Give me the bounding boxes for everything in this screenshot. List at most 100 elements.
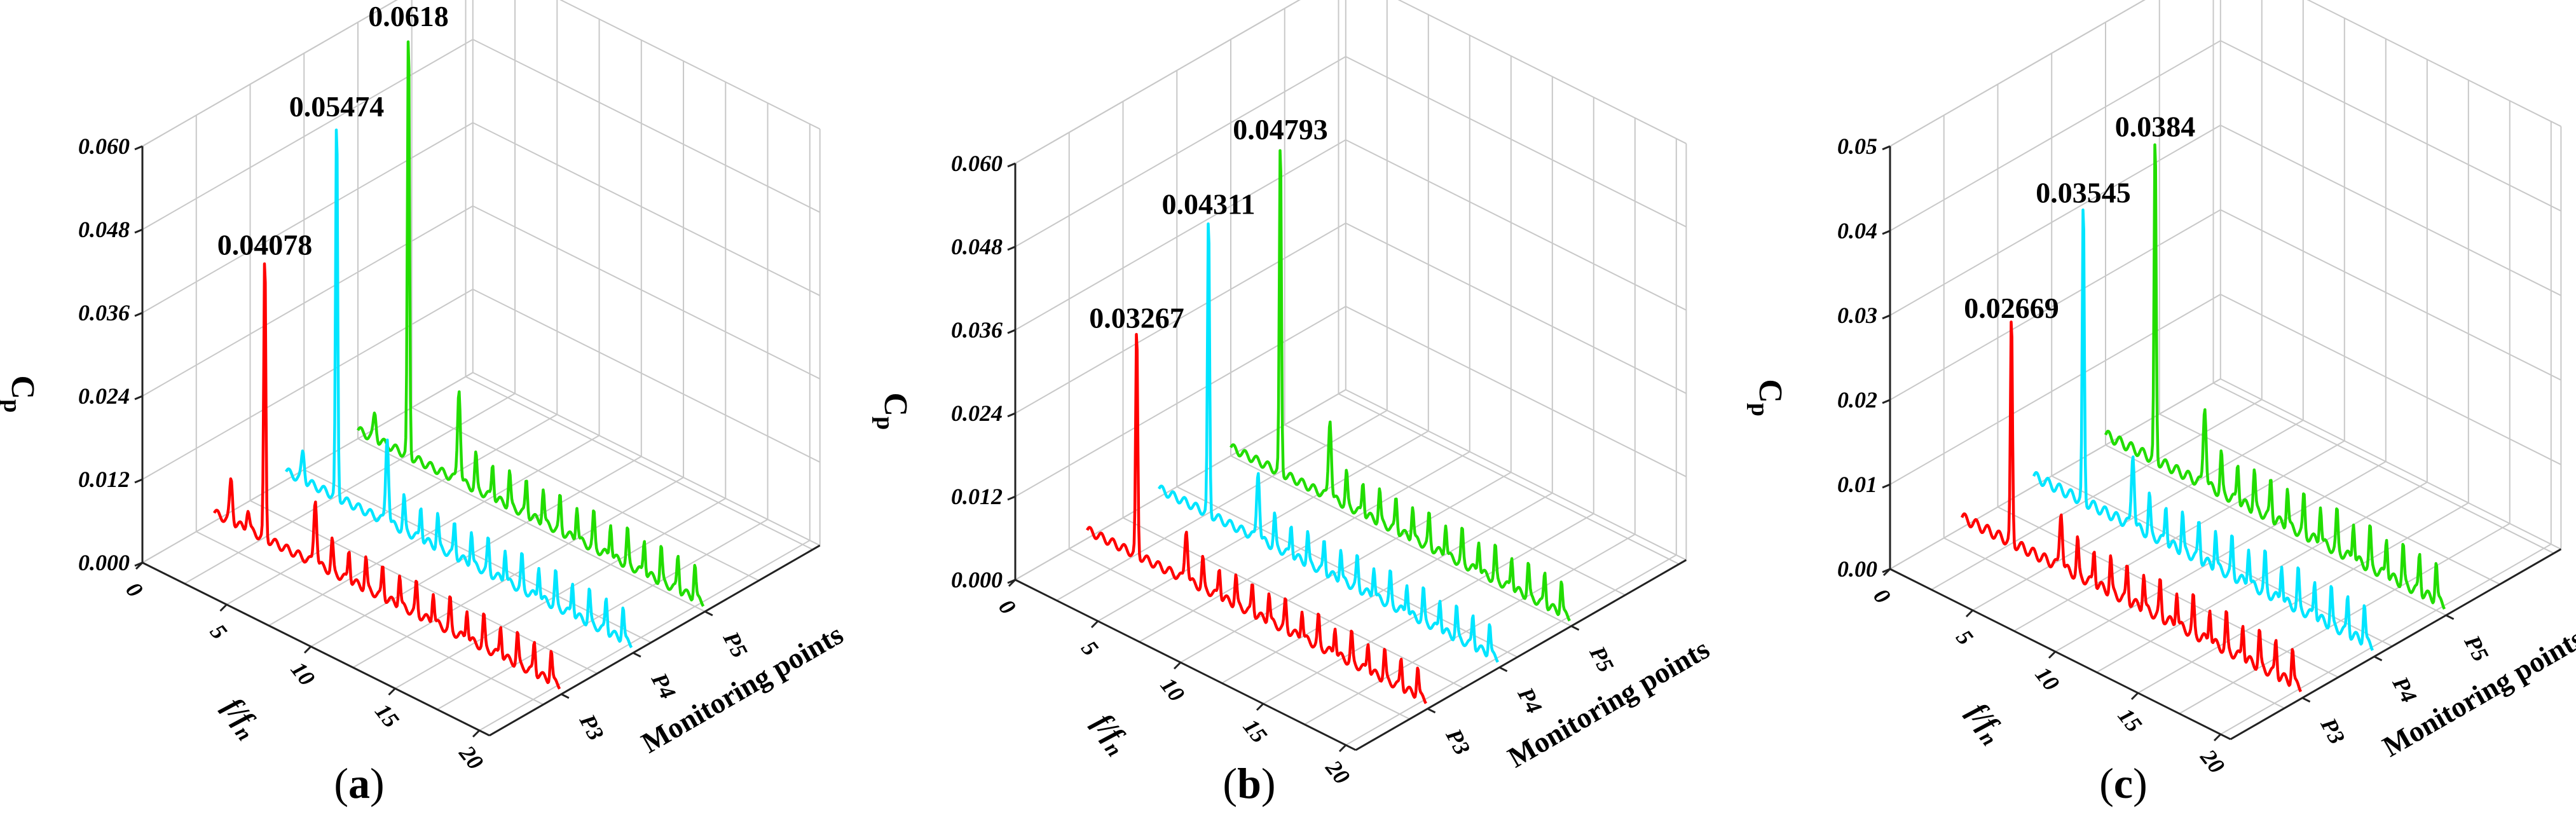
grid-line [1015, 223, 1346, 414]
grid-line [1284, 424, 1626, 596]
x-tick [1882, 568, 1891, 577]
y-tick [633, 652, 641, 658]
x-axis-title: f/fn [214, 691, 268, 745]
series-line-p4 [1158, 222, 1499, 663]
grid-line [2220, 378, 2561, 550]
series-line-p3 [1086, 332, 1427, 704]
x-tick-label: 15 [2113, 703, 2148, 737]
z-tick [1882, 483, 1891, 489]
z-tick-label: 0.03 [1837, 303, 1877, 328]
grid-line [472, 372, 821, 546]
panel-label: (b) [1223, 759, 1275, 807]
z-tick-label: 0.036 [78, 300, 130, 325]
x-tick [388, 687, 396, 696]
y-tick-label: P5 [718, 627, 753, 662]
z-tick-label: 0.04 [1837, 218, 1877, 243]
y-axis [1355, 559, 1687, 751]
x-tick [1965, 609, 1974, 618]
grid-line [472, 289, 821, 463]
series-line-p4 [2032, 208, 2374, 651]
grid-line [1015, 306, 1346, 497]
x-tick [1008, 579, 1017, 587]
grid-line [142, 205, 474, 397]
z-tick-label: 0.048 [78, 217, 130, 242]
grid-line [1338, 393, 1680, 565]
grid-line [2096, 481, 2428, 673]
grid-line [411, 407, 760, 582]
grid-line [1015, 389, 1346, 580]
grid-line [1015, 0, 1301, 164]
grid-line [1139, 451, 1470, 643]
axes: 0.00 0.01 0.02 0.03 0.04 0.05 0 5 10 15 20 P3 P4 P5 [1837, 134, 2562, 778]
grid-line [2306, 0, 2561, 127]
grid-line [142, 372, 474, 563]
y-tick [2301, 697, 2311, 703]
y-tick-label: P3 [2315, 713, 2350, 748]
y-tick [1498, 666, 1508, 673]
y-tick [2445, 614, 2455, 620]
panel-label-letter: c [2114, 759, 2133, 807]
grid-line [142, 0, 398, 147]
x-tick-label: 10 [1156, 673, 1190, 706]
grid-line [2220, 40, 2561, 212]
y-tick [1570, 625, 1580, 631]
grid-line [352, 477, 684, 668]
grid-line [1069, 548, 1410, 720]
z-axis-title: Cp [872, 393, 914, 430]
grid-line [250, 500, 598, 675]
x-tick-label: 20 [2195, 744, 2230, 778]
peak-label-p5: 0.0384 [2115, 110, 2196, 142]
z-tick-label: 0.036 [951, 317, 1003, 343]
panel-label-open-paren: ( [1223, 759, 1237, 807]
z-axis-title-main: C [1752, 379, 1788, 403]
peak-label-p3: 0.02669 [1964, 292, 2059, 324]
z-tick-label: 0.024 [951, 401, 1003, 426]
grid-line [1015, 139, 1346, 331]
x-tick [1090, 620, 1099, 629]
grid-line [1180, 472, 1512, 663]
peak-label-p4: 0.03545 [2036, 177, 2131, 209]
x-tick-label: 10 [286, 657, 320, 690]
z-axis-title-main: C [4, 376, 41, 400]
chart-panel-b: 0.000 0.012 0.024 0.036 0.048 0.060 0 5 10 15 20 P3… [872, 0, 1715, 807]
peak-label-p4: 0.04311 [1162, 188, 1256, 220]
grid-line [472, 39, 821, 213]
y-tick-label: P4 [2387, 672, 2422, 707]
x-axis [142, 561, 490, 737]
z-tick-label: 0.012 [78, 467, 130, 492]
grid [1015, 0, 1687, 746]
z-tick-label: 0.00 [1837, 556, 1877, 582]
panel-label-open-paren: ( [2099, 759, 2114, 807]
x-tick [2048, 650, 2057, 659]
x-tick [219, 603, 228, 612]
grid-line [1943, 537, 2285, 709]
x-tick [2213, 733, 2222, 742]
z-tick [134, 145, 143, 151]
x-tick-label: 15 [370, 699, 404, 732]
z-tick-label: 0.000 [951, 567, 1003, 593]
series-line-p3 [1960, 320, 2303, 692]
grid-line [1997, 506, 2339, 678]
grid-line [2220, 125, 2561, 296]
z-tick-label: 0.048 [951, 234, 1003, 259]
panel-label-open-paren: ( [334, 759, 348, 807]
z-tick [1007, 329, 1016, 334]
peak-label-p3: 0.04078 [217, 228, 313, 261]
grid-line [303, 469, 652, 643]
grid-line [437, 519, 769, 710]
y-tick-label: P4 [1512, 683, 1547, 718]
grid-line [2137, 502, 2469, 694]
grid-line [310, 456, 642, 647]
y-tick [704, 610, 713, 617]
grid-line [1221, 492, 1553, 684]
z-tick [134, 395, 143, 401]
panel-label-letter: a [348, 759, 370, 807]
panel-label: (a) [334, 759, 384, 807]
z-tick [1882, 230, 1891, 235]
grid [1889, 0, 2562, 735]
z-axis-title-sub: p [1746, 403, 1773, 416]
grid-line [1889, 40, 2221, 231]
z-tick [1882, 314, 1891, 320]
grid-line [2220, 294, 2561, 465]
x-tick [303, 645, 312, 654]
